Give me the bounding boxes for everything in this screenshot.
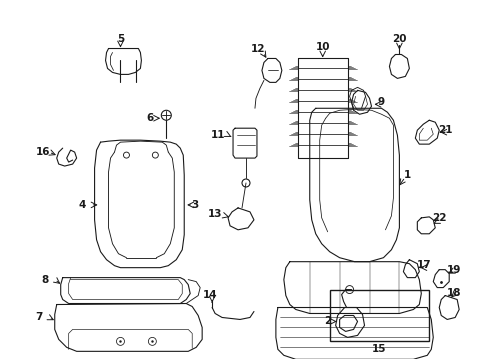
- Text: 5: 5: [117, 33, 124, 44]
- Text: 17: 17: [416, 260, 431, 270]
- Text: 7: 7: [35, 312, 42, 323]
- Text: 4: 4: [79, 200, 86, 210]
- Text: 8: 8: [41, 275, 48, 285]
- Text: 14: 14: [203, 289, 217, 300]
- Text: 12: 12: [250, 44, 264, 54]
- Text: 2: 2: [324, 316, 331, 327]
- Text: 1: 1: [403, 170, 410, 180]
- Bar: [329, 289, 428, 341]
- Text: 11: 11: [210, 130, 225, 140]
- Text: 13: 13: [207, 209, 222, 219]
- Text: 20: 20: [391, 33, 406, 44]
- Text: 3: 3: [191, 200, 199, 210]
- Text: 15: 15: [371, 345, 386, 354]
- Text: 10: 10: [315, 41, 329, 51]
- Text: 19: 19: [446, 265, 461, 275]
- Text: 21: 21: [437, 125, 451, 135]
- Text: 22: 22: [431, 213, 446, 223]
- Text: 6: 6: [146, 113, 154, 123]
- Text: 9: 9: [377, 97, 384, 107]
- Text: 16: 16: [36, 147, 50, 157]
- Text: 18: 18: [446, 288, 461, 298]
